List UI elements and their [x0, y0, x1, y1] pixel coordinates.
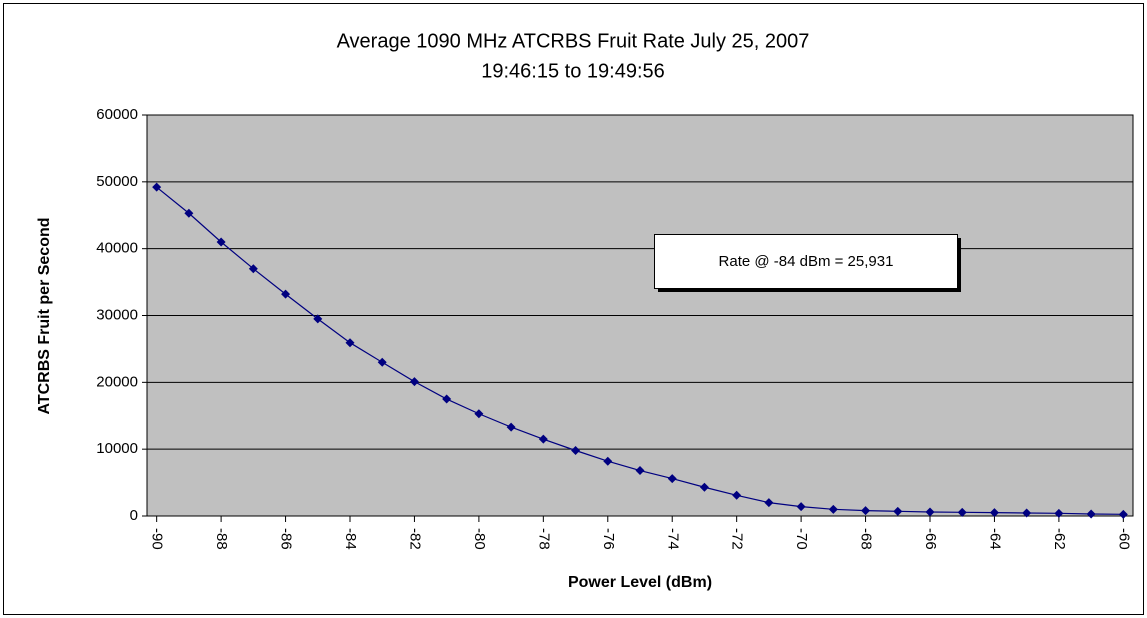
- marker: [345, 338, 355, 348]
- marker: [474, 409, 484, 419]
- y-tick-label: 10000: [96, 440, 138, 457]
- annotation: Rate @ -84 dBm = 25,931: [719, 253, 894, 270]
- x-tick-label: -60: [1115, 528, 1132, 550]
- marker: [764, 498, 774, 508]
- x-tick-label: -90: [149, 528, 166, 550]
- annotation-box: [654, 234, 958, 289]
- marker: [893, 506, 903, 516]
- x-tick-label: -68: [858, 528, 875, 550]
- x-tick-label: -76: [600, 528, 617, 550]
- marker: [861, 506, 871, 516]
- x-tick-label: -74: [664, 528, 681, 550]
- x-tick-label: -66: [922, 528, 939, 550]
- x-tick-label: -84: [342, 528, 359, 550]
- marker: [152, 182, 162, 192]
- marker: [925, 507, 935, 517]
- marker: [796, 502, 806, 512]
- x-tick-label: -64: [986, 528, 1003, 550]
- marker: [442, 394, 452, 404]
- marker: [957, 507, 967, 517]
- marker: [538, 434, 548, 444]
- marker: [313, 314, 323, 324]
- marker: [248, 264, 258, 274]
- x-tick-label: -72: [729, 528, 746, 550]
- x-tick-label: -62: [1051, 528, 1068, 550]
- marker: [828, 504, 838, 514]
- marker: [1118, 509, 1128, 519]
- x-tick-label: -78: [535, 528, 552, 550]
- x-axis-title: Power Level (dBm): [568, 574, 712, 591]
- y-axis-title: ATCRBS Fruit per Second: [36, 217, 53, 414]
- y-tick-label: 0: [130, 507, 138, 524]
- marker: [699, 482, 709, 492]
- marker: [571, 446, 581, 456]
- x-tick-label: -88: [213, 528, 230, 550]
- marker: [732, 490, 742, 500]
- x-tick-label: -86: [278, 528, 295, 550]
- marker: [1022, 508, 1032, 518]
- chart-subtitle: 19:46:15 to 19:49:56: [481, 60, 665, 82]
- y-tick-label: 20000: [96, 373, 138, 390]
- marker: [377, 357, 387, 367]
- marker: [989, 508, 999, 518]
- marker: [1086, 509, 1096, 519]
- marker: [667, 474, 677, 484]
- y-tick-label: 40000: [96, 240, 138, 257]
- marker: [603, 456, 613, 466]
- marker: [184, 208, 194, 218]
- marker: [409, 377, 419, 387]
- marker: [281, 289, 291, 299]
- marker: [1054, 508, 1064, 518]
- y-tick-label: 60000: [96, 106, 138, 123]
- y-tick-label: 50000: [96, 173, 138, 190]
- marker: [216, 237, 226, 247]
- x-tick-label: -80: [471, 528, 488, 550]
- x-tick-label: -70: [793, 528, 810, 550]
- marker: [506, 422, 516, 432]
- x-tick-label: -82: [406, 528, 423, 550]
- y-tick-label: 30000: [96, 306, 138, 323]
- chart-title: Average 1090 MHz ATCRBS Fruit Rate July …: [337, 30, 810, 52]
- marker: [635, 466, 645, 476]
